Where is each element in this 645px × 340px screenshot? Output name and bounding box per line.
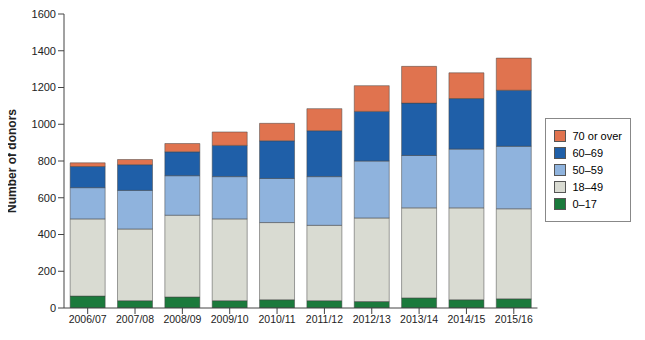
svg-text:2011/12: 2011/12 [306,313,343,325]
svg-text:2015/16: 2015/16 [495,313,533,325]
svg-text:2008/09: 2008/09 [163,313,201,325]
svg-text:0: 0 [50,302,56,314]
html-text:0–17: 0–17 [572,198,597,210]
svg-text:200: 200 [38,265,56,277]
svg-text:2006/07: 2006/07 [69,313,107,325]
svg-text:800: 800 [38,155,56,167]
html-text:70 or over: 70 or over [572,130,622,142]
svg-text:600: 600 [38,192,56,204]
svg-text:400: 400 [38,228,56,240]
svg-text:Number of donors: Number of donors [8,109,19,213]
svg-text:1400: 1400 [32,45,56,57]
svg-text:1000: 1000 [32,118,56,130]
html-text:18–49: 18–49 [572,181,604,193]
svg-text:2009/10: 2009/10 [211,313,249,325]
svg-text:2007/08: 2007/08 [116,313,154,325]
svg-text:2014/15: 2014/15 [447,313,485,325]
svg-text:1200: 1200 [32,81,56,93]
svg-text:2013/14: 2013/14 [400,313,438,325]
html-text:60–69: 60–69 [572,147,604,159]
svg-text:1600: 1600 [32,8,56,20]
html-text:50–59: 50–59 [572,164,604,176]
svg-text:2012/13: 2012/13 [353,313,391,325]
svg-text:2010/11: 2010/11 [258,313,295,325]
